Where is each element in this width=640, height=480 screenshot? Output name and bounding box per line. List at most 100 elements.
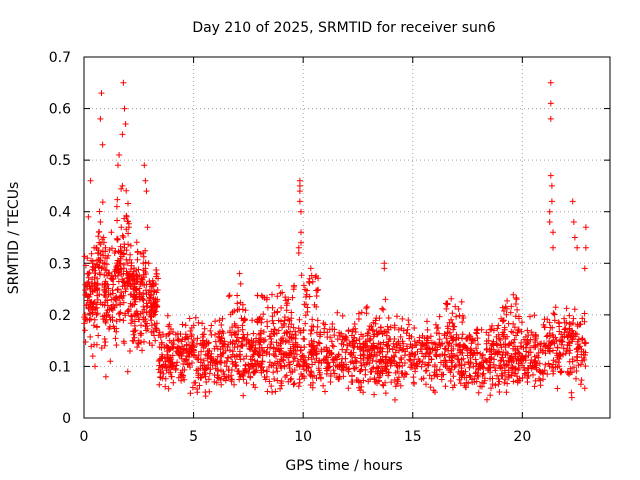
data-point [128,312,134,319]
data-point [95,233,102,240]
y-tick-label: 0.7 [49,50,71,66]
data-point [87,285,93,292]
x-tick-label: 5 [189,429,198,445]
data-point [420,375,427,382]
data-point [142,323,149,330]
data-point [92,264,99,271]
data-point [150,280,157,287]
data-point [99,199,106,206]
data-point [156,329,163,336]
data-point [148,329,155,336]
data-point [94,301,100,308]
data-point [321,325,328,332]
data-point [423,381,429,388]
data-point [358,331,365,338]
data-point [136,290,143,296]
y-tick-label: 0.4 [49,205,71,221]
data-point [115,278,122,285]
data-point [105,269,112,276]
data-point [268,383,275,390]
data-point [94,280,101,287]
data-point [334,309,341,316]
data-point [124,308,131,314]
data-point [519,319,525,326]
y-tick-label: 0.3 [49,256,71,272]
data-point [146,297,153,304]
data-point [189,360,195,366]
data-point [143,281,150,288]
data-point [146,287,153,294]
data-point [415,356,422,363]
data-point [138,276,145,283]
data-point [140,303,147,310]
data-point [100,252,107,259]
data-point [127,251,134,258]
data-point [127,283,134,290]
data-point [85,279,92,285]
data-point [82,281,89,288]
data-point [118,247,125,254]
data-point [464,336,471,342]
data-point [91,267,98,274]
data-point [422,368,429,374]
y-tick-label: 0.2 [49,308,71,324]
data-point [119,295,126,302]
data-point [502,376,509,383]
data-point [140,253,147,260]
data-point [134,256,141,263]
data-point [119,283,126,290]
data-point [119,232,126,239]
data-point [521,370,528,377]
data-point [104,307,111,314]
data-point [168,326,174,332]
data-point [133,279,140,286]
data-point [479,371,486,378]
data-point [306,341,313,348]
data-point [131,322,138,329]
data-point [123,187,130,194]
data-point [101,287,108,294]
data-point [189,384,196,391]
data-point [410,374,417,381]
data-point [106,325,112,332]
data-point [233,337,240,344]
data-point [327,379,334,385]
data-point [154,287,161,293]
data-point [96,208,103,215]
data-point [358,309,365,316]
data-point [483,357,490,364]
data-point [112,335,119,342]
data-point [82,339,89,345]
data-point [457,349,464,356]
data-point [102,248,109,255]
data-point [513,332,520,339]
data-point [114,272,121,279]
data-point [87,316,94,323]
data-point [264,368,271,375]
data-point [135,266,142,273]
data-point [130,338,137,345]
data-point [480,370,487,377]
data-point [113,318,120,325]
data-point [132,295,139,302]
data-point [388,379,395,386]
data-point [118,185,125,192]
data-point [473,345,480,352]
data-point [386,345,393,352]
data-point [148,317,155,324]
plot-frame [83,56,611,419]
data-point [227,328,233,334]
data-point [302,320,309,327]
data-point [101,281,108,288]
data-point [350,326,357,333]
data-point [134,344,141,351]
y-tick-label: 0.5 [49,153,71,169]
data-point [199,320,206,327]
data-point [150,288,157,295]
data-point [140,316,147,323]
data-point [93,341,100,348]
data-point [153,302,160,309]
data-point [466,364,473,371]
data-point [109,245,115,252]
